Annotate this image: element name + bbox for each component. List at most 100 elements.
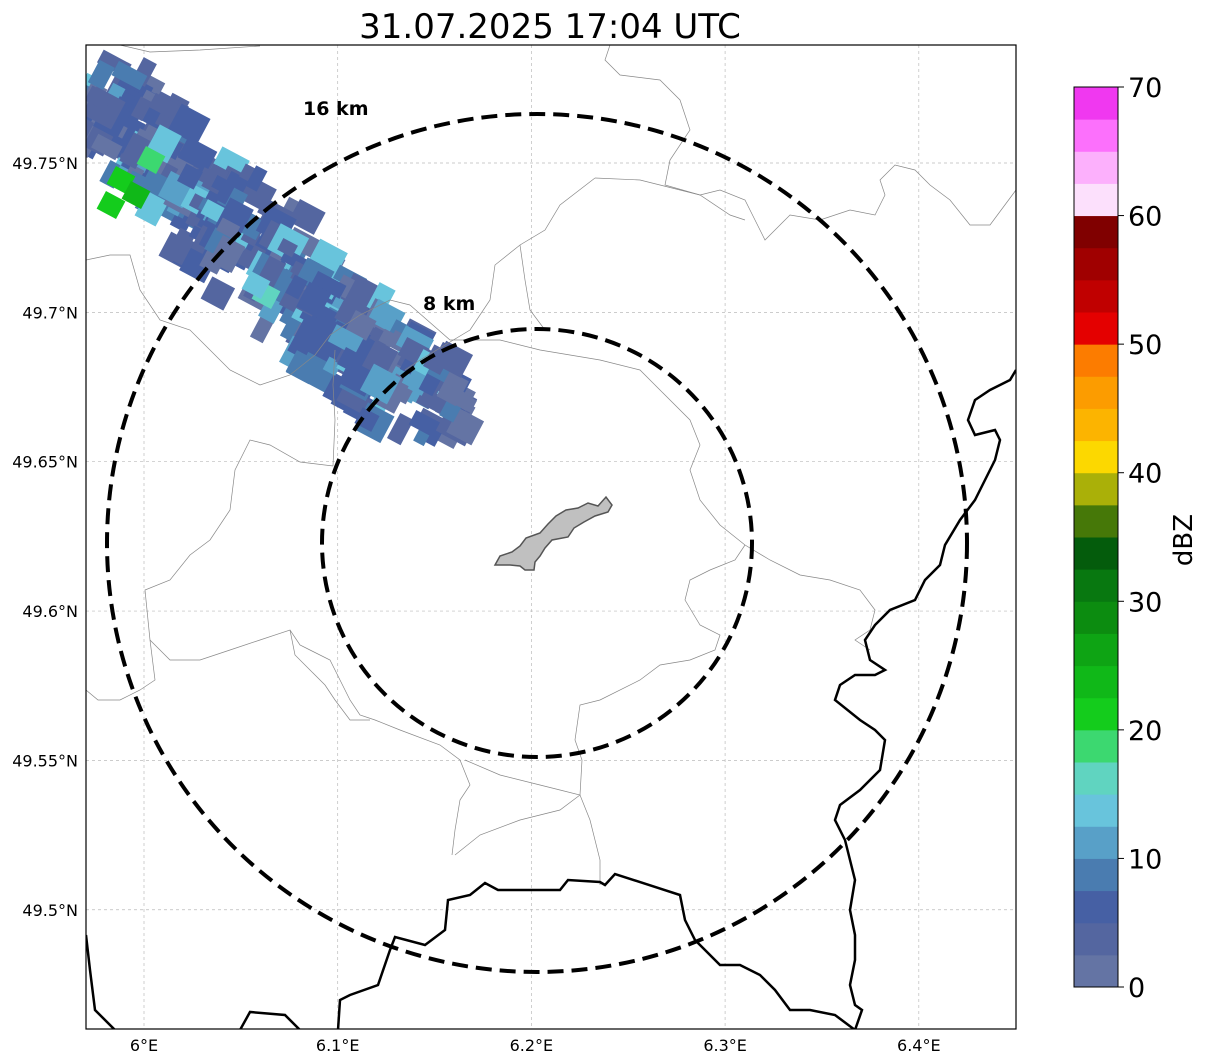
colorbar-block xyxy=(1074,922,1118,956)
lat-tick-label: 49.5°N xyxy=(22,901,78,920)
colorbar-tick-label: 0 xyxy=(1128,973,1145,1004)
lat-tick-label: 49.6°N xyxy=(22,602,78,621)
colorbar-block xyxy=(1074,633,1118,667)
echo-cell xyxy=(87,59,115,91)
national-borders xyxy=(86,369,1016,1029)
echo-cell xyxy=(177,136,218,173)
colorbar-blocks xyxy=(1074,87,1118,988)
colorbar-label: dBZ xyxy=(1169,514,1199,566)
colorbar-block xyxy=(1074,697,1118,731)
echo-cell xyxy=(354,407,380,432)
echo-cell xyxy=(408,409,440,437)
echo-core xyxy=(136,146,166,174)
echo-cell xyxy=(200,276,236,311)
echo-cell xyxy=(86,109,90,146)
echo-cell xyxy=(177,163,203,190)
colorbar-frame xyxy=(1073,86,1119,988)
echo-cell xyxy=(197,167,218,187)
colorbar-block xyxy=(1074,87,1118,120)
lat-tick-label: 49.75°N xyxy=(12,154,78,173)
lat-tick-label: 49.55°N xyxy=(12,751,78,770)
colorbar-tick-label: 60 xyxy=(1128,202,1162,233)
colorbar-block xyxy=(1074,215,1118,249)
colorbar-block xyxy=(1074,890,1118,924)
colorbar-tick-label: 70 xyxy=(1128,73,1162,104)
colorbar-block xyxy=(1074,472,1118,506)
echo-cell xyxy=(148,92,184,122)
echo-cell xyxy=(361,339,399,378)
echo-cell xyxy=(86,85,113,111)
colorbar-block xyxy=(1074,954,1118,988)
lat-tick-label: 49.65°N xyxy=(12,453,78,472)
lat-tick-label: 49.7°N xyxy=(22,303,78,322)
echo-cell xyxy=(258,296,284,324)
map-panel: 16 km 8 km 6°E 6.1°E 6.2°E 6.3°E 6.4°E 49.75°… xyxy=(12,44,1017,1055)
echo-core xyxy=(241,271,271,299)
echo-cell xyxy=(420,389,450,415)
lon-tick-label: 6°E xyxy=(130,1036,158,1055)
colorbar-block xyxy=(1074,344,1118,377)
colorbar-block xyxy=(1074,537,1118,570)
colorbar-block xyxy=(1074,601,1118,634)
colorbar-block xyxy=(1074,858,1118,892)
colorbar: 0 10 20 30 40 50 60 70 dBZ xyxy=(1073,73,1199,1004)
municipal-boundaries xyxy=(86,45,1016,885)
colorbar-block xyxy=(1074,440,1118,474)
figure-title: 31.07.2025 17:04 UTC xyxy=(359,7,741,47)
echo-core xyxy=(121,181,151,209)
echo-cell xyxy=(277,238,298,258)
colorbar-block xyxy=(1074,826,1118,859)
colorbar-block xyxy=(1074,376,1118,409)
lon-tick-label: 6.4°E xyxy=(897,1036,941,1055)
echo-cell xyxy=(111,60,148,91)
axis-ticks: 6°E 6.1°E 6.2°E 6.3°E 6.4°E 49.75°N 49.7°N 49.6… xyxy=(12,154,940,1055)
lon-tick-label: 6.1°E xyxy=(316,1036,360,1055)
echo-cell xyxy=(288,198,326,235)
lon-tick-label: 6.2°E xyxy=(510,1036,554,1055)
echo-cell xyxy=(336,346,376,380)
range-ring-label-16km: 16 km xyxy=(303,98,369,120)
echo-cell xyxy=(285,274,308,300)
colorbar-block xyxy=(1074,119,1118,152)
echo-cell xyxy=(86,60,87,93)
colorbar-tick-label: 30 xyxy=(1128,587,1162,618)
echo-cell xyxy=(311,270,347,299)
colorbar-tick-label: 40 xyxy=(1128,459,1162,490)
echo-cell xyxy=(216,217,241,240)
colorbar-block xyxy=(1074,762,1118,795)
lon-tick-label: 6.3°E xyxy=(703,1036,747,1055)
map-frame xyxy=(85,44,1017,1030)
range-ring-8km xyxy=(320,327,754,759)
range-ring-16km xyxy=(105,112,969,974)
echo-cell xyxy=(444,386,477,413)
echo-cell xyxy=(86,74,91,114)
colorbar-block xyxy=(1074,408,1118,442)
echo-cell xyxy=(327,324,364,356)
echo-cell xyxy=(52,119,78,147)
colorbar-ticks: 0 10 20 30 40 50 60 70 xyxy=(1118,73,1162,1004)
colorbar-block xyxy=(1074,312,1118,345)
colorbar-tick-label: 20 xyxy=(1128,716,1162,747)
colorbar-block xyxy=(1074,569,1118,602)
echo-core xyxy=(96,191,126,219)
colorbar-tick-label: 50 xyxy=(1128,330,1162,361)
echo-cell xyxy=(245,165,268,192)
echo-cell xyxy=(336,385,372,415)
echo-cell xyxy=(130,96,153,122)
colorbar-tick-label: 10 xyxy=(1128,844,1162,875)
colorbar-block xyxy=(1074,247,1118,281)
colorbar-block xyxy=(1074,183,1118,217)
colorbar-block xyxy=(1074,279,1118,313)
echo-cell xyxy=(51,71,85,100)
colorbar-block xyxy=(1074,794,1118,827)
echo-cell xyxy=(86,114,95,144)
colorbar-block xyxy=(1074,729,1118,763)
echo-cell xyxy=(359,363,401,405)
echo-cell xyxy=(209,235,246,274)
city-area xyxy=(493,495,613,571)
colorbar-block xyxy=(1074,665,1118,699)
echo-cell xyxy=(91,133,123,161)
echo-cell xyxy=(119,132,151,170)
echo-cell xyxy=(279,316,302,342)
